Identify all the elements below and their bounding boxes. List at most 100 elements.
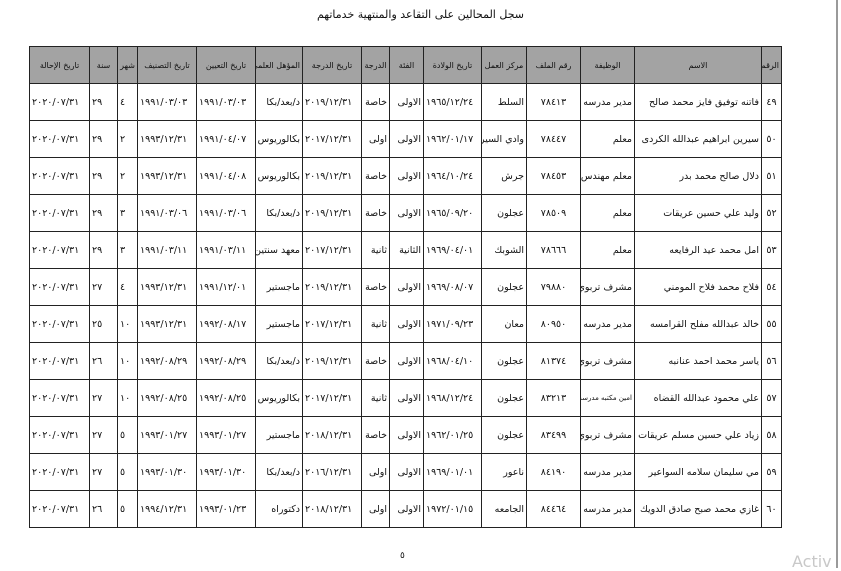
cell-category: الاولى — [389, 157, 424, 195]
cell-appointment-date: ١٩٩٢/٠٨/٢٩ — [196, 342, 256, 380]
table-row: ٥٩ مي سليمان سلامه السواعير مدير مدرسه ٨٤١٩… — [29, 453, 782, 491]
table-row: ٥٢ وليد علي حسين عريقات معلم ٧٨٥٠٩ عجلون ١٩٦٥… — [29, 194, 782, 232]
cell-number: ٥٥ — [761, 305, 782, 343]
cell-file-number: ٧٨٤١٣ — [526, 83, 581, 121]
cell-file-number: ٨١٣٧٤ — [526, 342, 581, 380]
cell-classification-date: ١٩٩٤/١٢/٣١ — [137, 490, 197, 528]
cell-qualification: ماجستير — [255, 305, 303, 343]
cell-appointment-date: ١٩٩١/٠٣/٠٦ — [196, 194, 256, 232]
cell-job: معلم — [580, 231, 635, 269]
cell-workplace: وادي السير — [481, 120, 527, 158]
cell-number: ٥١ — [761, 157, 782, 195]
cell-job: مدير مدرسه — [580, 453, 635, 491]
cell-grade-date: ٢٠١٩/١٢/٣١ — [302, 194, 362, 232]
cell-qualification: بكالوريوس — [255, 120, 303, 158]
table-row: ٦٠ غازي محمد صبح صادق الدويك مدير مدرسه ٨٤٤… — [29, 490, 782, 528]
cell-workplace: جرش — [481, 157, 527, 195]
cell-months: ١٠ — [117, 379, 138, 417]
cell-grade-date: ٢٠١٩/١٢/٣١ — [302, 342, 362, 380]
column-header-classification-date: تاريخ التصنيف — [137, 46, 197, 84]
cell-classification-date: ١٩٩٣/٠١/٢٧ — [137, 416, 197, 454]
cell-file-number: ٨٠٩٥٠ — [526, 305, 581, 343]
cell-retirement-date: ٢٠٢٠/٠٧/٣١ — [29, 157, 90, 195]
cell-years: ٢٧ — [89, 379, 118, 417]
cell-qualification: د/بعد/بكا — [255, 194, 303, 232]
cell-grade-date: ٢٠١٦/١٢/٣١ — [302, 453, 362, 491]
table-row: ٥٠ سيرين ابراهيم عبدالله الكردى معلم ٧٨٤٤٧ و… — [29, 120, 782, 158]
table-row: ٥٤ فلاح محمد فلاح المومني مشرف تربوي ٧٩٨٨٠ ع… — [29, 268, 782, 306]
page-edge — [836, 0, 838, 568]
cell-classification-date: ١٩٩٢/٠٨/٢٥ — [137, 379, 197, 417]
column-header-workplace: مركز العمل — [481, 46, 527, 84]
cell-name: امل محمد عيد الرفايعه — [634, 231, 762, 269]
cell-grade: ثانية — [361, 305, 390, 343]
cell-classification-date: ١٩٩١/٠٣/٠٦ — [137, 194, 197, 232]
cell-classification-date: ١٩٩٣/١٢/٣١ — [137, 305, 197, 343]
cell-months: ٢ — [117, 120, 138, 158]
column-header-months: شهر — [117, 46, 138, 84]
cell-retirement-date: ٢٠٢٠/٠٧/٣١ — [29, 342, 90, 380]
cell-category: الاولى — [389, 342, 424, 380]
cell-name: سيرين ابراهيم عبدالله الكردى — [634, 120, 762, 158]
cell-grade-date: ٢٠١٧/١٢/٣١ — [302, 305, 362, 343]
cell-number: ٥٨ — [761, 416, 782, 454]
cell-workplace: عجلون — [481, 268, 527, 306]
cell-grade-date: ٢٠١٧/١٢/٣١ — [302, 231, 362, 269]
cell-workplace: عجلون — [481, 342, 527, 380]
cell-birth-date: ١٩٦٢/٠١/١٧ — [423, 120, 482, 158]
cell-grade-date: ٢٠١٧/١٢/٣١ — [302, 379, 362, 417]
cell-qualification: معهد سنتين — [255, 231, 303, 269]
cell-file-number: ٨٤١٩٠ — [526, 453, 581, 491]
cell-name: زياد علي حسين مسلم عريقات — [634, 416, 762, 454]
column-header-file-number: رقم الملف — [526, 46, 581, 84]
cell-name: دلال صالح محمد بدر — [634, 157, 762, 195]
cell-category: الثانية — [389, 231, 424, 269]
cell-workplace: الجامعه — [481, 490, 527, 528]
cell-number: ٥٠ — [761, 120, 782, 158]
cell-years: ٢٥ — [89, 305, 118, 343]
cell-months: ٣ — [117, 231, 138, 269]
cell-years: ٢٩ — [89, 83, 118, 121]
cell-grade: ثانية — [361, 231, 390, 269]
column-header-category: الفئة — [389, 46, 424, 84]
column-header-job: الوظيفة — [580, 46, 635, 84]
cell-category: الاولى — [389, 416, 424, 454]
cell-name: مي سليمان سلامه السواعير — [634, 453, 762, 491]
cell-name: علي محمود عبدالله القضاه — [634, 379, 762, 417]
table-header-row: الرقم الاسم الوظيفة رقم الملف مركز العمل تاري… — [29, 46, 782, 84]
cell-classification-date: ١٩٩٣/١٢/٣١ — [137, 120, 197, 158]
cell-appointment-date: ١٩٩٢/٠٨/١٧ — [196, 305, 256, 343]
column-header-grade-date: تاريخ الدرجة — [302, 46, 362, 84]
cell-birth-date: ١٩٦٤/١٠/٢٤ — [423, 157, 482, 195]
cell-job: معلم مهندس — [580, 157, 635, 195]
cell-number: ٤٩ — [761, 83, 782, 121]
page-number: ٥ — [400, 551, 405, 561]
cell-job: امين مكتبه مدرسه — [580, 379, 635, 417]
cell-job: مدير مدرسه — [580, 83, 635, 121]
cell-grade: خاصة — [361, 83, 390, 121]
cell-years: ٢٧ — [89, 453, 118, 491]
cell-job: مشرف تربوي — [580, 416, 635, 454]
cell-category: الاولى — [389, 83, 424, 121]
table-row: ٥٥ خالد عبدالله مفلح القرامسه مدير مدرسه ٨٠… — [29, 305, 782, 343]
cell-qualification: ماجستير — [255, 268, 303, 306]
column-header-years: سنة — [89, 46, 118, 84]
cell-grade: ثانية — [361, 379, 390, 417]
column-header-appointment-date: تاريخ التعيين — [196, 46, 256, 84]
cell-number: ٥٦ — [761, 342, 782, 380]
cell-years: ٢٩ — [89, 120, 118, 158]
table-row: ٥٦ ياسر محمد احمد عنانبه مشرف تربوي ٨١٣٧٤ عج… — [29, 342, 782, 380]
cell-category: الاولى — [389, 379, 424, 417]
cell-file-number: ٧٩٨٨٠ — [526, 268, 581, 306]
cell-file-number: ٧٨٦٦٦ — [526, 231, 581, 269]
cell-appointment-date: ١٩٩١/٠٤/٠٧ — [196, 120, 256, 158]
document-title: سجل المحالين على التقاعد والمنتهية خدمات… — [316, 8, 525, 21]
cell-category: الاولى — [389, 120, 424, 158]
cell-grade: اولى — [361, 120, 390, 158]
cell-grade: اولى — [361, 453, 390, 491]
cell-birth-date: ١٩٦٥/٠٩/٢٠ — [423, 194, 482, 232]
cell-retirement-date: ٢٠٢٠/٠٧/٣١ — [29, 194, 90, 232]
cell-appointment-date: ١٩٩١/٠٣/٠٣ — [196, 83, 256, 121]
cell-months: ٤ — [117, 83, 138, 121]
cell-months: ٣ — [117, 194, 138, 232]
